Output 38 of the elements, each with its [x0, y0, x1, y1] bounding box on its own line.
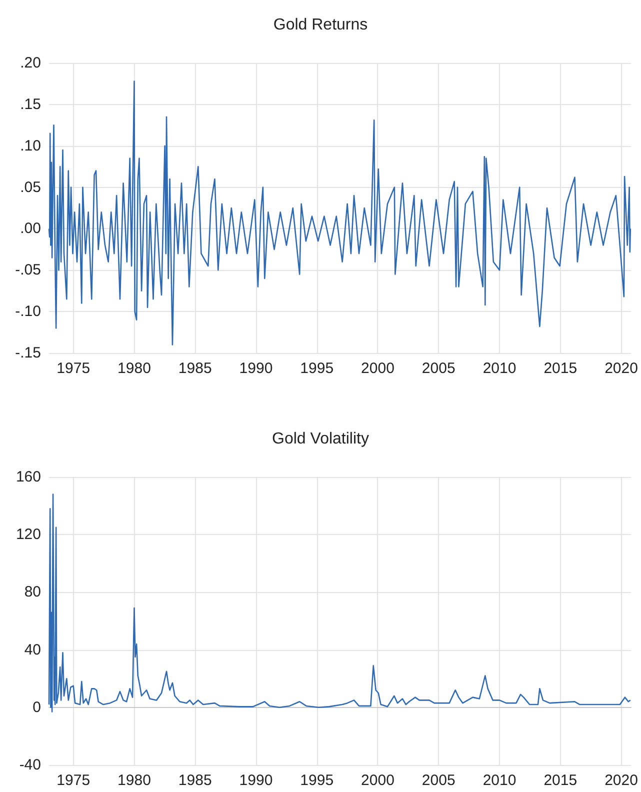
x-tick-label: 1995	[300, 772, 334, 789]
y-tick-label: 160	[16, 468, 41, 486]
x-tick-label: 1980	[118, 360, 151, 377]
x-tick-label: 2000	[361, 772, 394, 789]
x-tick-label: 2000	[361, 360, 394, 377]
x-tick-label: 2010	[482, 360, 516, 377]
x-tick-label: 1995	[300, 360, 334, 377]
line-series	[48, 80, 632, 346]
y-tick-label: 80	[24, 584, 41, 601]
y-tick-label: -.05	[15, 262, 41, 279]
x-tick-label: 1990	[239, 772, 273, 789]
x-tick-label: 1980	[118, 772, 151, 789]
x-tick-label: 2020	[604, 360, 638, 377]
x-tick-label: 2005	[422, 772, 456, 789]
y-tick-label: 120	[16, 526, 41, 544]
x-tick-label: 2005	[422, 360, 456, 377]
y-tick-label: 40	[24, 641, 41, 658]
x-tick-label: 2015	[544, 360, 578, 377]
y-tick-label: .00	[20, 220, 41, 238]
y-tick-label: -.10	[15, 303, 41, 320]
x-tick-label: 1990	[239, 360, 273, 377]
x-tick-label: 2010	[482, 772, 516, 789]
y-tick-label: 0	[32, 698, 41, 716]
chart-title: Gold Returns	[273, 16, 368, 34]
y-tick-label: -.15	[15, 344, 41, 362]
x-tick-label: 1975	[56, 360, 90, 377]
line-series	[48, 494, 632, 712]
chart-title: Gold Volatility	[272, 430, 369, 448]
y-tick-label: .15	[20, 96, 41, 113]
y-tick-label: .05	[20, 178, 41, 196]
x-tick-label: 1975	[56, 772, 90, 789]
y-tick-label: -40	[19, 756, 41, 774]
x-tick-label: 2020	[604, 772, 638, 789]
y-tick-label: .20	[20, 54, 41, 72]
y-tick-label: .10	[20, 137, 41, 154]
x-tick-label: 2015	[544, 772, 578, 789]
x-tick-label: 1985	[178, 360, 212, 377]
x-tick-label: 1985	[178, 772, 212, 789]
